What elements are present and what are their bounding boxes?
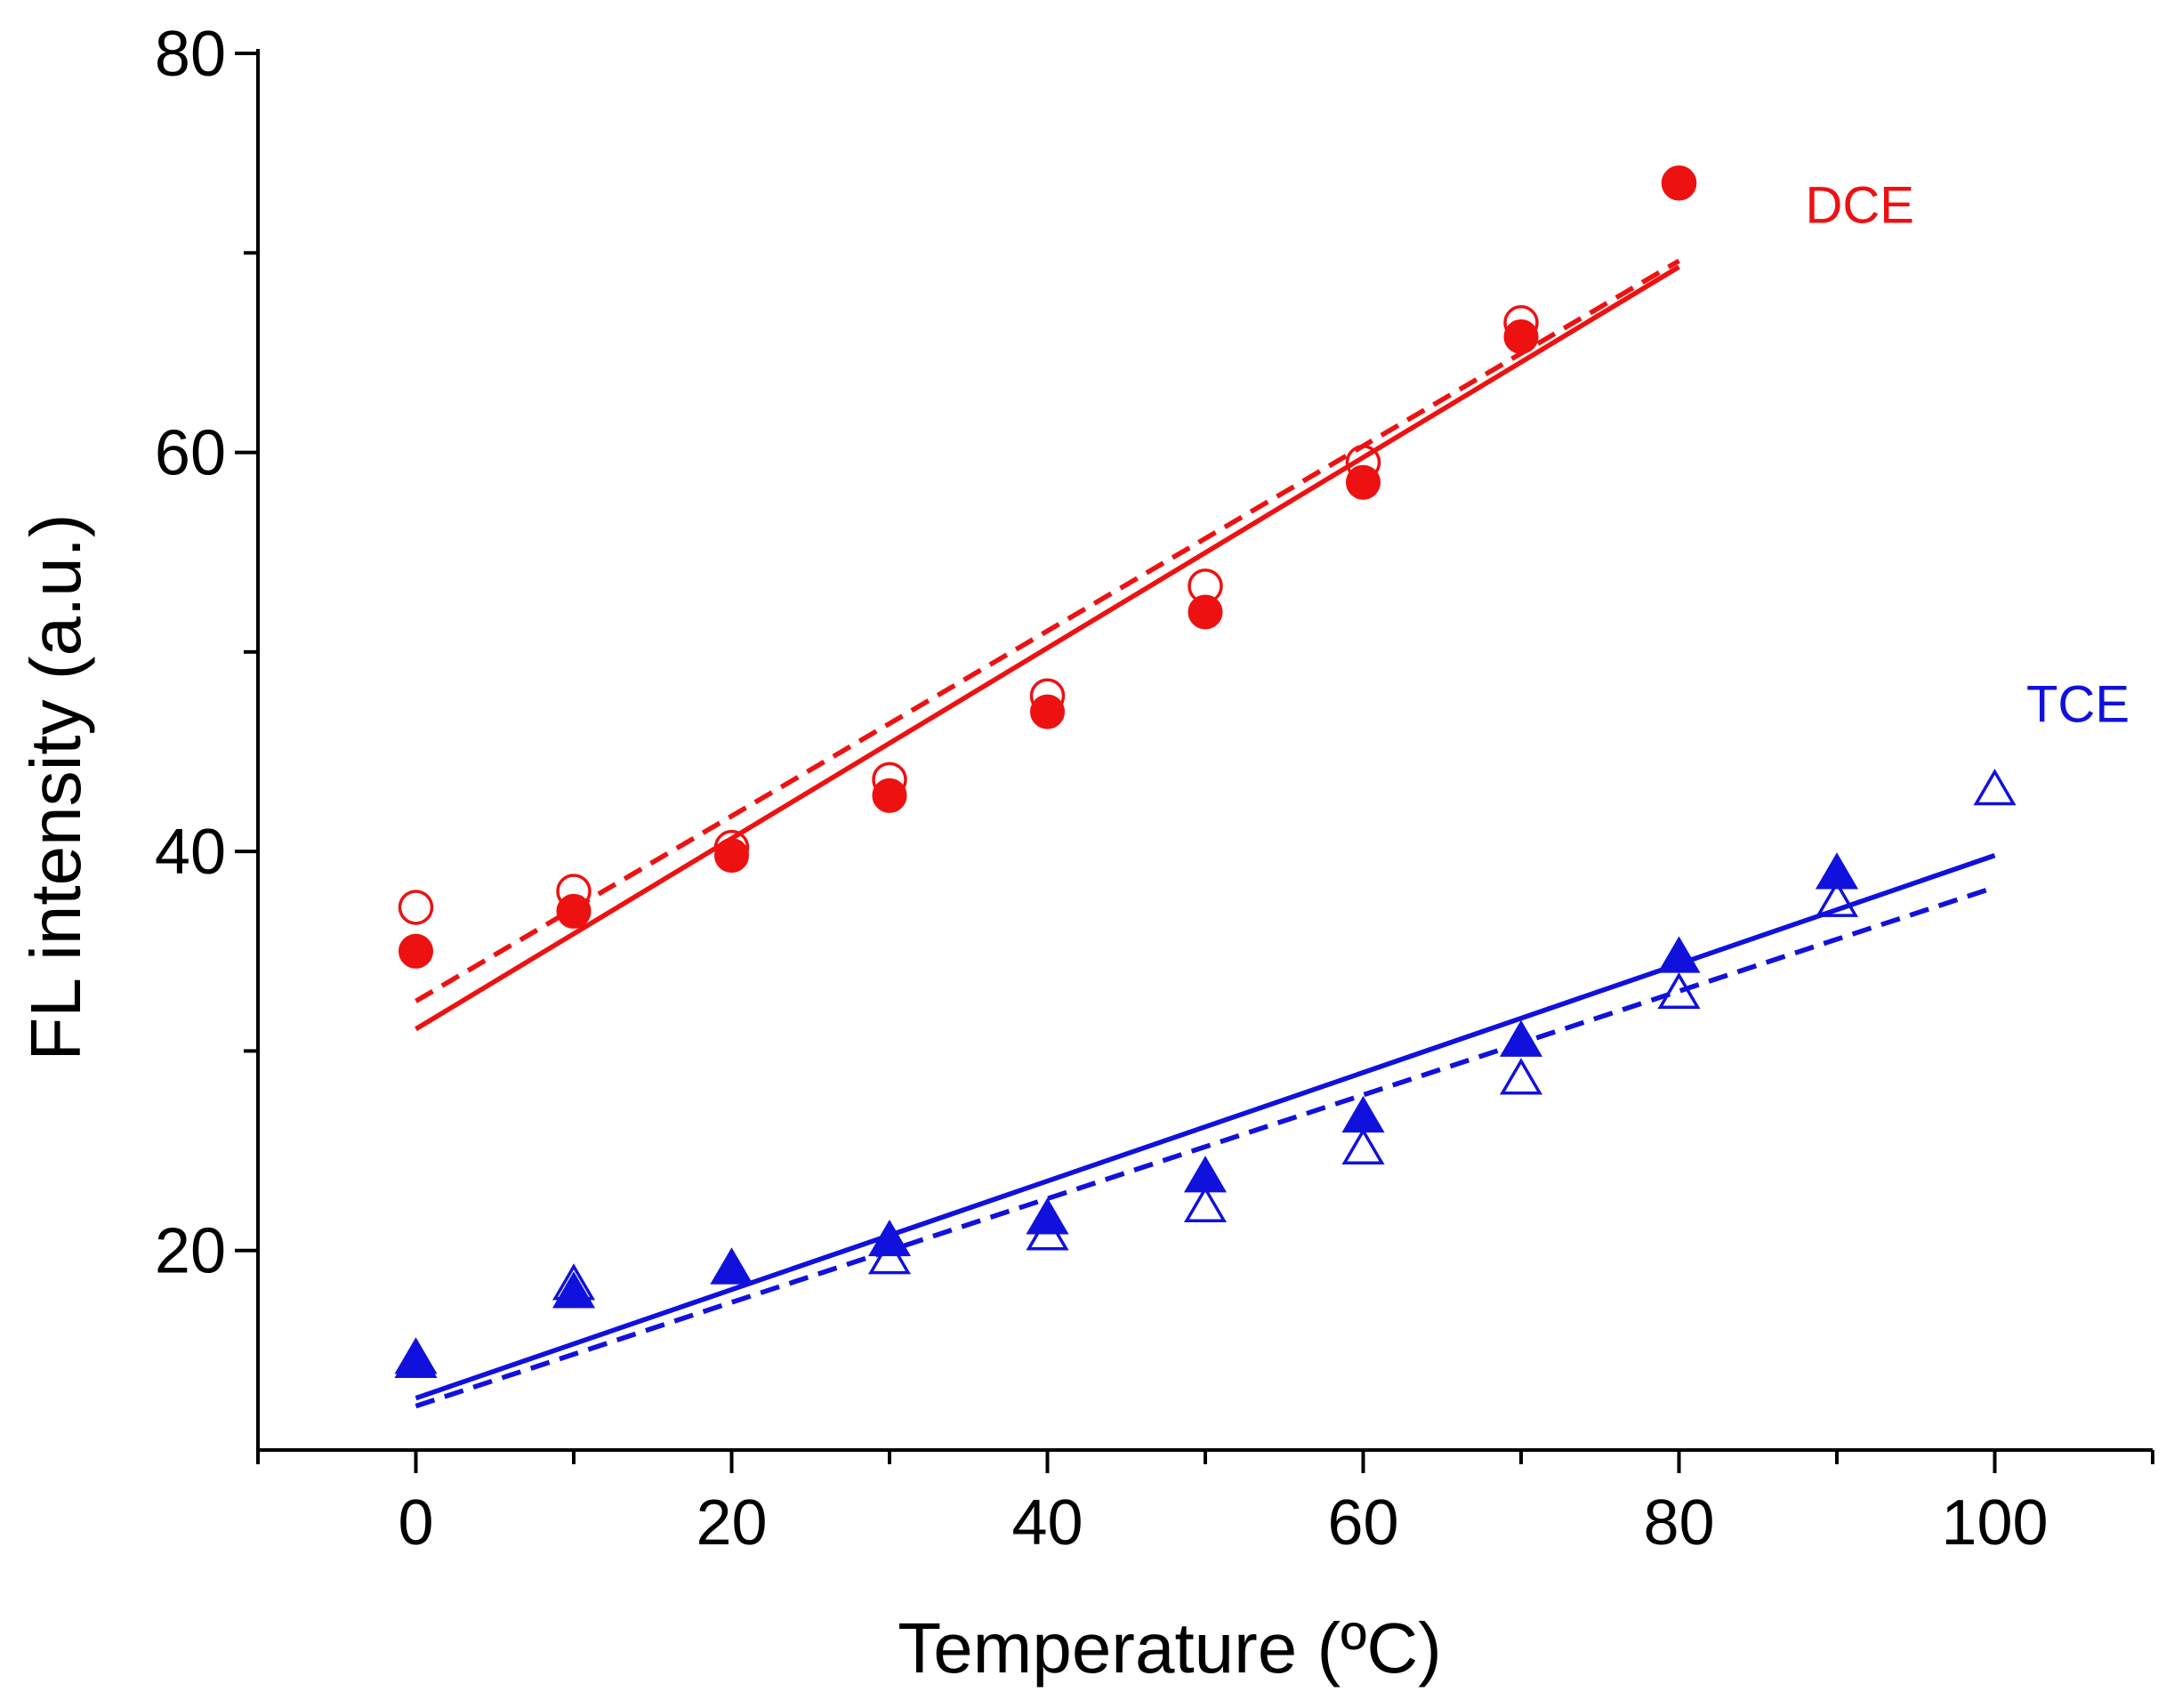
x-tick-label: 20 [696,1487,767,1559]
tce-open-point [867,1237,912,1275]
tce-open-point [1026,1213,1069,1251]
fit-line-solid [415,853,1996,1401]
tce-open-point [394,1337,438,1374]
dce-filled-point [399,933,433,969]
y-tick-label: 60 [155,418,226,489]
dce-open-point [1661,165,1697,201]
axes-group: 0 20 40 60 80 100 20 40 60 80 Temperature (ºC) FL i… [16,19,2154,1688]
dce-open-point [398,890,434,925]
fit-lines-group [415,258,1996,1409]
tce-filled-point [394,1341,438,1378]
dce-open-point [713,829,750,866]
x-tick-label: 80 [1643,1487,1714,1559]
y-tick-label: 20 [155,1216,226,1287]
x-tick-label: 100 [1941,1487,2048,1559]
dce-open-point [1029,678,1066,713]
dce-filled-point [556,893,592,929]
tce-open-point [710,1247,753,1285]
dce-filled-point [714,838,749,874]
fit-line-dashed [415,258,1680,1003]
fit-line-dashed [415,884,1996,1409]
y-axis-title: FL intensity (a.u.) [16,513,95,1060]
tce-open-point [1973,769,2017,806]
tce-filled-point [1657,936,1701,973]
data-points-group [394,165,2017,1378]
tce-open-point [1815,880,1859,917]
dce-open-point [872,761,907,798]
tce-open-point [1341,1127,1385,1165]
dce-filled-point [1503,318,1539,354]
tce-filled-point [1499,1019,1543,1057]
dce-open-point [1503,305,1539,341]
tce-filled-point [1341,1095,1385,1133]
dce-open-point [1345,445,1381,480]
series-label-tce: TCE [2026,675,2130,733]
dce-open-point [1188,568,1223,604]
x-tick-label: 60 [1327,1487,1398,1559]
labels-group: DCE TCE [1806,177,2130,734]
tce-filled-point [710,1247,753,1285]
tce-open-point [1183,1185,1228,1223]
x-tick-label: 40 [1011,1487,1083,1559]
x-tick-label: 0 [398,1487,433,1559]
dce-open-point [556,874,592,909]
dce-filled-point [1188,594,1223,630]
tce-open-point [1499,1058,1543,1095]
tce-open-point [1657,971,1701,1010]
tce-filled-point [1815,852,1859,890]
x-axis-title: Temperature (ºC) [898,1608,1442,1688]
tce-open-point [552,1263,596,1301]
series-label-dce: DCE [1806,177,1914,235]
dce-filled-point [1346,464,1381,500]
y-tick-label: 40 [155,817,226,888]
y-tick-label: 80 [155,19,226,90]
fit-line-solid [415,264,1680,1032]
